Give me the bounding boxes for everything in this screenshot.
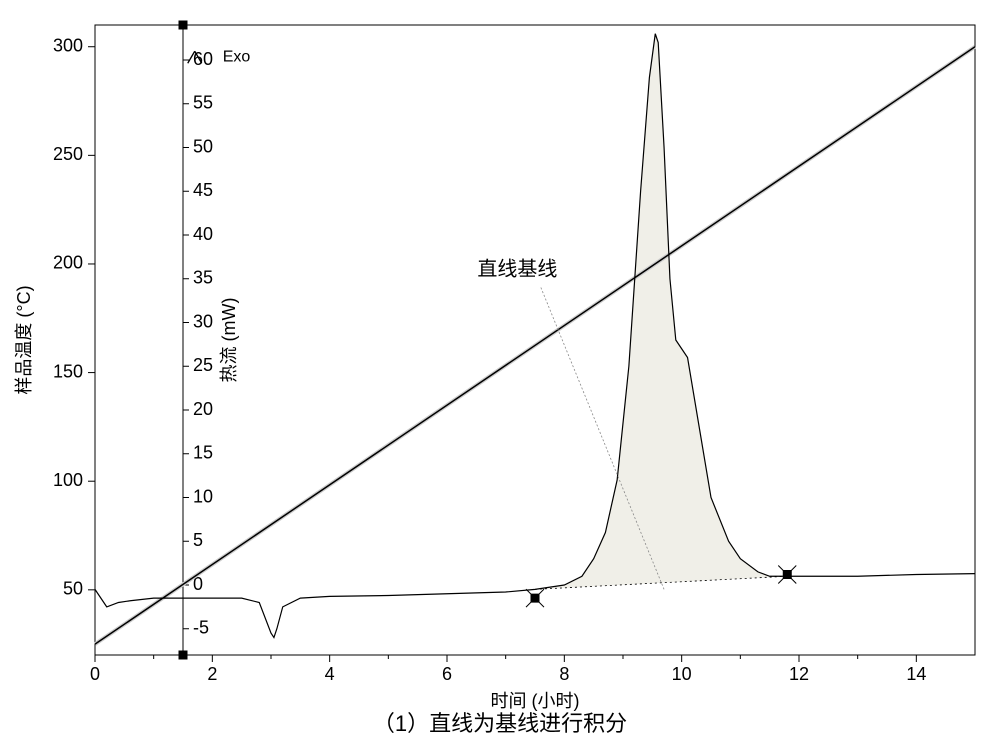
inner-y-tick-label: 10 xyxy=(193,486,213,506)
axis-bottom-marker xyxy=(179,651,188,660)
inner-y-axis-label: 热流 (mW) xyxy=(219,298,239,383)
x-tick-label: 4 xyxy=(325,664,335,684)
inner-y-tick-label: 20 xyxy=(193,399,213,419)
thermogram-chart: 0 2 4 6 8 10 12 14 时间 (小时) 50 100 150 200 250 300 样品温度 … xyxy=(0,0,1000,741)
x-tick-label: 14 xyxy=(906,664,926,684)
inner-y-tick-label: 15 xyxy=(193,443,213,463)
y-temp-axis-label: 样品温度 (°C) xyxy=(14,285,34,394)
y-temp-tick-label: 150 xyxy=(53,361,83,381)
y-temp-tick-label: 200 xyxy=(53,253,83,273)
figure-caption: （1）直线为基线进行积分 xyxy=(373,711,627,736)
inner-y-tick-label: 40 xyxy=(193,224,213,244)
inner-y-tick-label: 5 xyxy=(193,530,203,550)
x-tick-label: 10 xyxy=(672,664,692,684)
baseline-annotation: 直线基线 xyxy=(477,257,557,280)
inner-y-tick-label: 50 xyxy=(193,136,213,156)
inner-y-tick-label: 45 xyxy=(193,180,213,200)
inner-y-tick-label: -5 xyxy=(193,618,209,638)
y-temp-tick-label: 300 xyxy=(53,35,83,55)
inner-y-tick-label: 35 xyxy=(193,268,213,288)
y-temp-tick-label: 50 xyxy=(63,579,83,599)
inner-y-tick-label: 25 xyxy=(193,355,213,375)
inner-y-tick-label: 30 xyxy=(193,311,213,331)
inner-y-tick-label: 55 xyxy=(193,93,213,113)
x-tick-label: 2 xyxy=(207,664,217,684)
y-temp-tick-label: 100 xyxy=(53,470,83,490)
exo-legend-text: Exo xyxy=(223,48,251,65)
x-tick-label: 8 xyxy=(559,664,569,684)
inner-y-tick-label: 60 xyxy=(193,49,213,69)
chart-container: 0 2 4 6 8 10 12 14 时间 (小时) 50 100 150 200 250 300 样品温度 … xyxy=(0,0,1000,741)
x-tick-label: 12 xyxy=(789,664,809,684)
axis-top-marker xyxy=(179,21,188,30)
y-temp-tick-label: 250 xyxy=(53,144,83,164)
x-tick-label: 0 xyxy=(90,664,100,684)
x-tick-label: 6 xyxy=(442,664,452,684)
x-axis-label: 时间 (小时) xyxy=(491,691,580,711)
